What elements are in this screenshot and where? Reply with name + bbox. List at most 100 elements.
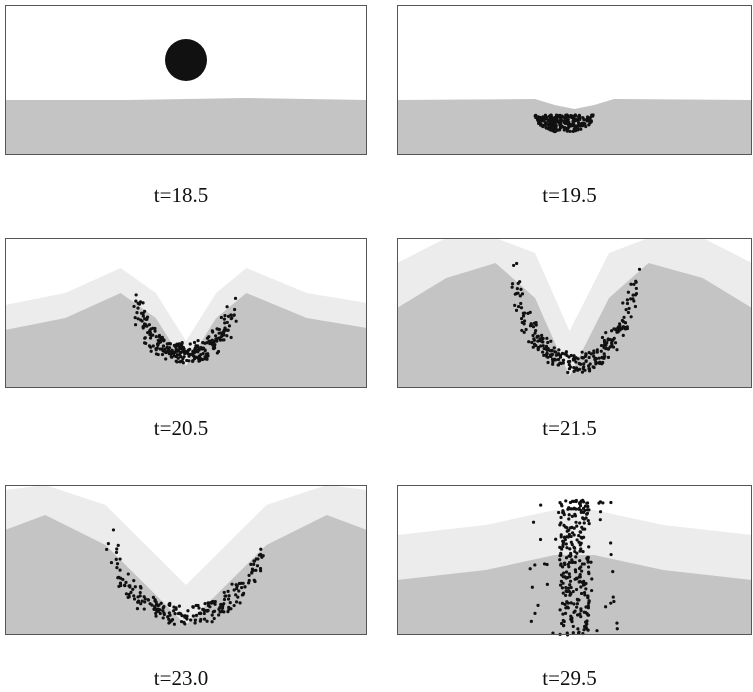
particle bbox=[187, 359, 190, 362]
particle bbox=[160, 339, 163, 342]
particle bbox=[565, 590, 568, 593]
particle bbox=[562, 592, 565, 595]
particle bbox=[567, 360, 570, 363]
particle bbox=[578, 507, 581, 510]
particle bbox=[569, 115, 572, 118]
particle bbox=[609, 553, 612, 556]
particle bbox=[575, 538, 578, 541]
particle bbox=[180, 614, 183, 617]
particle bbox=[193, 351, 196, 354]
particle bbox=[519, 288, 522, 291]
particle bbox=[621, 301, 624, 304]
particle bbox=[568, 367, 571, 370]
particle bbox=[559, 516, 562, 519]
particle bbox=[110, 561, 113, 564]
particle bbox=[195, 356, 198, 359]
particle bbox=[136, 607, 139, 610]
particle bbox=[568, 130, 571, 133]
particle bbox=[570, 535, 573, 538]
particle bbox=[513, 304, 516, 307]
particle bbox=[116, 562, 119, 565]
particle bbox=[569, 526, 572, 529]
particle bbox=[567, 517, 570, 520]
particle bbox=[533, 612, 536, 615]
particle bbox=[171, 618, 174, 621]
particle bbox=[570, 354, 573, 357]
particle bbox=[554, 358, 557, 361]
particle bbox=[615, 621, 618, 624]
particle bbox=[177, 357, 180, 360]
particle bbox=[566, 129, 569, 132]
particle bbox=[183, 622, 186, 625]
particle bbox=[541, 350, 544, 353]
particle bbox=[183, 352, 186, 355]
particle bbox=[123, 584, 126, 587]
particle bbox=[565, 354, 568, 357]
particle bbox=[132, 305, 135, 308]
particle bbox=[168, 611, 171, 614]
particle bbox=[206, 355, 209, 358]
particle bbox=[526, 312, 529, 315]
particle bbox=[139, 585, 142, 588]
particle bbox=[537, 335, 540, 338]
particle bbox=[587, 364, 590, 367]
particle bbox=[572, 370, 575, 373]
particle bbox=[600, 344, 603, 347]
particle bbox=[570, 586, 573, 589]
particle bbox=[587, 519, 590, 522]
particle bbox=[549, 124, 552, 127]
particle bbox=[587, 561, 590, 564]
particle bbox=[606, 338, 609, 341]
particle bbox=[587, 599, 590, 602]
particle bbox=[609, 602, 612, 605]
particle bbox=[226, 590, 229, 593]
particle bbox=[145, 318, 148, 321]
particle bbox=[136, 306, 139, 309]
particle bbox=[164, 357, 167, 360]
particle bbox=[224, 594, 227, 597]
figure: t=18.5t=19.5t=20.5t=21.5t=23.0t=29.5 bbox=[0, 0, 753, 692]
particle bbox=[627, 291, 630, 294]
particle bbox=[594, 361, 597, 364]
particle bbox=[576, 627, 579, 630]
particle bbox=[227, 597, 230, 600]
particle bbox=[212, 610, 215, 613]
particle bbox=[153, 605, 156, 608]
particle bbox=[234, 297, 237, 300]
particle bbox=[158, 334, 161, 337]
particle bbox=[567, 535, 570, 538]
particle bbox=[599, 518, 602, 521]
particle bbox=[192, 606, 195, 609]
particle bbox=[549, 349, 552, 352]
particle bbox=[611, 570, 614, 573]
particle bbox=[583, 521, 586, 524]
particle bbox=[613, 337, 616, 340]
particle bbox=[570, 558, 573, 561]
particle bbox=[577, 534, 580, 537]
particle bbox=[571, 500, 574, 503]
caption: t=18.5 bbox=[154, 183, 208, 207]
particle bbox=[527, 340, 530, 343]
particle bbox=[583, 583, 586, 586]
particle bbox=[194, 619, 197, 622]
particle bbox=[157, 353, 160, 356]
particle bbox=[574, 555, 577, 558]
particle bbox=[602, 357, 605, 360]
particle bbox=[176, 360, 179, 363]
particle bbox=[153, 327, 156, 330]
particle bbox=[546, 341, 549, 344]
particle bbox=[529, 567, 532, 570]
particle bbox=[562, 524, 565, 527]
particle bbox=[584, 621, 587, 624]
particle bbox=[233, 308, 236, 311]
particle bbox=[588, 117, 591, 120]
particle bbox=[594, 357, 597, 360]
particle bbox=[183, 355, 186, 358]
particle bbox=[139, 300, 142, 303]
particle bbox=[531, 586, 534, 589]
particle bbox=[162, 616, 165, 619]
particle bbox=[152, 596, 155, 599]
particle bbox=[162, 350, 165, 353]
particle bbox=[202, 352, 205, 355]
particle bbox=[119, 584, 122, 587]
